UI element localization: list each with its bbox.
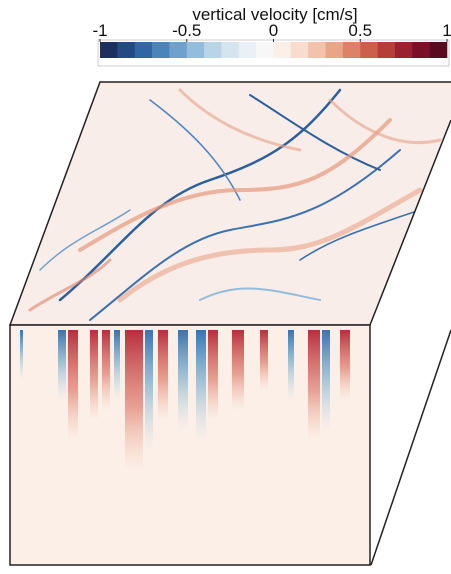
tick-label: -1 bbox=[92, 21, 107, 40]
color-step bbox=[152, 42, 170, 58]
color-step bbox=[395, 42, 413, 58]
color-step bbox=[221, 42, 239, 58]
color-step bbox=[360, 42, 378, 58]
color-step bbox=[308, 42, 326, 58]
color-step bbox=[343, 42, 361, 58]
colorbar: -1 -0.5 0 0.5 1 bbox=[92, 21, 451, 66]
color-step bbox=[274, 42, 292, 58]
front-face bbox=[10, 325, 370, 565]
color-step bbox=[378, 42, 396, 58]
color-step bbox=[117, 42, 135, 58]
color-step bbox=[204, 42, 222, 58]
color-step bbox=[100, 42, 118, 58]
color-step bbox=[187, 42, 205, 58]
tick-label: 0 bbox=[269, 21, 278, 40]
tick-label: 1 bbox=[442, 21, 451, 40]
color-step bbox=[239, 42, 257, 58]
color-step bbox=[326, 42, 344, 58]
side-edge bbox=[371, 330, 451, 565]
tick-label: -0.5 bbox=[172, 21, 201, 40]
color-step bbox=[412, 42, 430, 58]
color-step bbox=[430, 42, 448, 58]
tick-label: 0.5 bbox=[348, 21, 372, 40]
color-step bbox=[169, 42, 187, 58]
color-step bbox=[291, 42, 309, 58]
color-step bbox=[256, 42, 274, 58]
figure: vertical velocity [cm/s] -1-0.500.51 bbox=[0, 0, 451, 569]
top-face bbox=[10, 82, 451, 325]
color-step bbox=[135, 42, 153, 58]
